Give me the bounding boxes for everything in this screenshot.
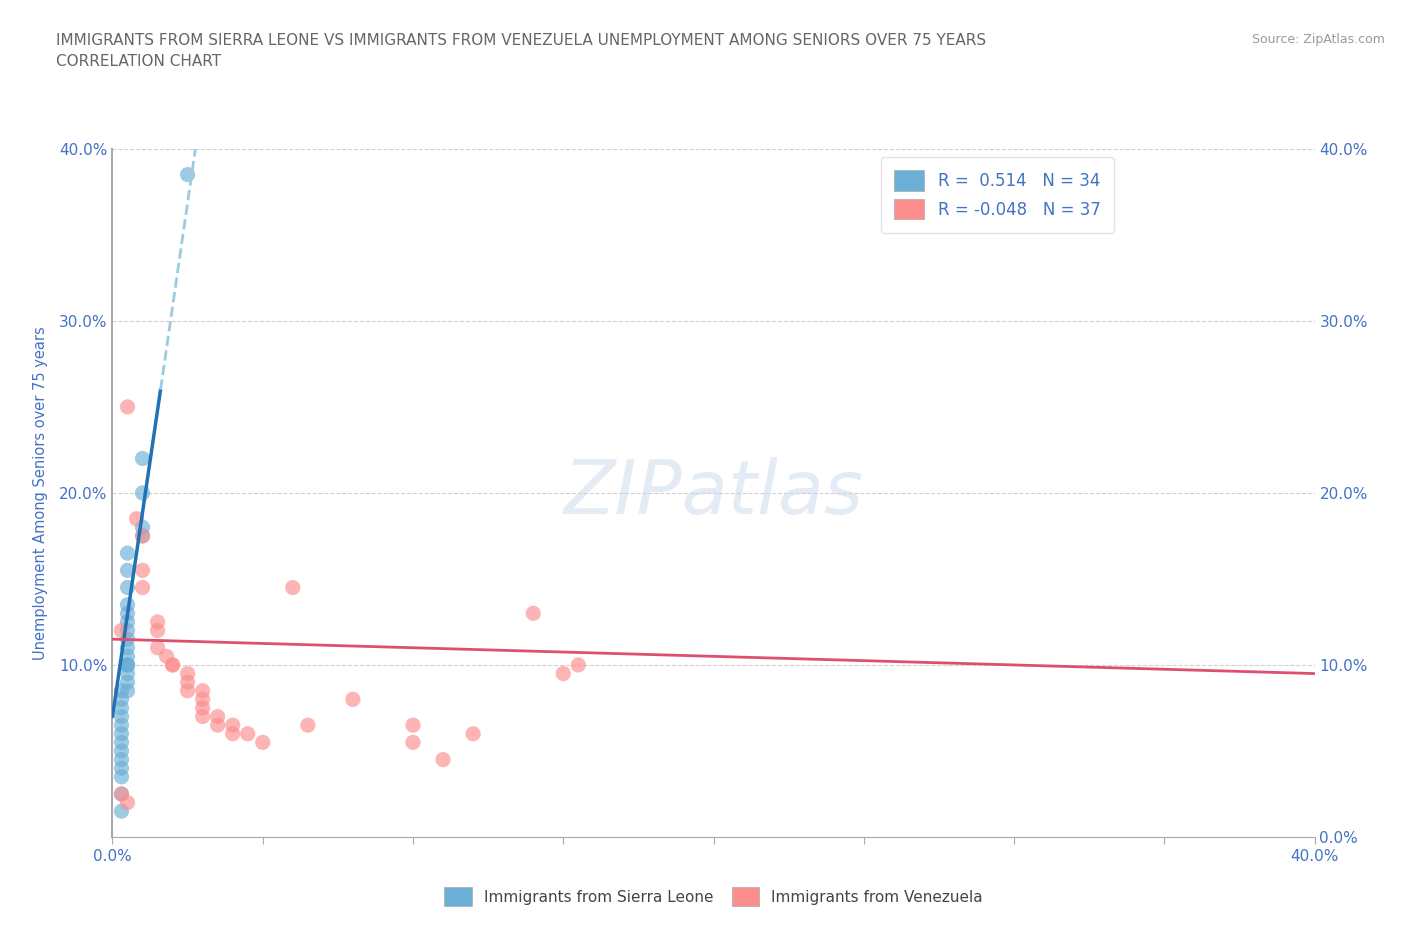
- Point: [110, 787, 132, 802]
- Point: [110, 718, 132, 733]
- Point: [110, 623, 132, 638]
- Legend: Immigrants from Sierra Leone, Immigrants from Venezuela: Immigrants from Sierra Leone, Immigrants…: [439, 881, 988, 912]
- Y-axis label: Unemployment Among Seniors over 75 years: Unemployment Among Seniors over 75 years: [32, 326, 48, 659]
- Point: [176, 684, 198, 698]
- Text: ZIPatlas: ZIPatlas: [564, 457, 863, 529]
- Point: [117, 795, 139, 810]
- Point: [117, 597, 139, 612]
- Point: [110, 769, 132, 784]
- Point: [131, 528, 153, 543]
- Point: [567, 658, 589, 672]
- Point: [110, 726, 132, 741]
- Point: [117, 658, 139, 672]
- Point: [131, 563, 153, 578]
- Point: [117, 658, 139, 672]
- Point: [110, 804, 132, 818]
- Point: [131, 528, 153, 543]
- Point: [402, 718, 425, 733]
- Point: [191, 684, 214, 698]
- Point: [110, 692, 132, 707]
- Point: [432, 752, 454, 767]
- Point: [342, 692, 364, 707]
- Text: CORRELATION CHART: CORRELATION CHART: [56, 54, 221, 69]
- Point: [191, 710, 214, 724]
- Point: [236, 726, 259, 741]
- Text: IMMIGRANTS FROM SIERRA LEONE VS IMMIGRANTS FROM VENEZUELA UNEMPLOYMENT AMONG SEN: IMMIGRANTS FROM SIERRA LEONE VS IMMIGRAN…: [56, 33, 987, 47]
- Point: [117, 631, 139, 646]
- Point: [222, 718, 245, 733]
- Point: [117, 666, 139, 681]
- Point: [176, 666, 198, 681]
- Point: [117, 580, 139, 595]
- Point: [117, 400, 139, 415]
- Point: [110, 684, 132, 698]
- Point: [207, 718, 229, 733]
- Point: [155, 649, 177, 664]
- Point: [110, 735, 132, 750]
- Point: [117, 641, 139, 656]
- Point: [117, 563, 139, 578]
- Point: [162, 658, 184, 672]
- Point: [117, 649, 139, 664]
- Point: [110, 700, 132, 715]
- Point: [131, 485, 153, 500]
- Point: [117, 546, 139, 561]
- Point: [207, 710, 229, 724]
- Point: [117, 623, 139, 638]
- Point: [125, 512, 148, 526]
- Point: [252, 735, 274, 750]
- Point: [117, 606, 139, 621]
- Point: [191, 700, 214, 715]
- Point: [146, 623, 169, 638]
- Point: [110, 761, 132, 776]
- Point: [222, 726, 245, 741]
- Point: [110, 752, 132, 767]
- Point: [117, 675, 139, 690]
- Point: [522, 606, 544, 621]
- Point: [461, 726, 484, 741]
- Point: [281, 580, 304, 595]
- Point: [117, 615, 139, 630]
- Point: [110, 710, 132, 724]
- Point: [297, 718, 319, 733]
- Point: [110, 744, 132, 759]
- Point: [146, 615, 169, 630]
- Point: [110, 787, 132, 802]
- Point: [553, 666, 575, 681]
- Point: [117, 658, 139, 672]
- Point: [162, 658, 184, 672]
- Point: [402, 735, 425, 750]
- Point: [146, 641, 169, 656]
- Point: [176, 167, 198, 182]
- Point: [131, 520, 153, 535]
- Point: [131, 451, 153, 466]
- Text: Source: ZipAtlas.com: Source: ZipAtlas.com: [1251, 33, 1385, 46]
- Point: [176, 675, 198, 690]
- Point: [117, 684, 139, 698]
- Point: [131, 580, 153, 595]
- Point: [191, 692, 214, 707]
